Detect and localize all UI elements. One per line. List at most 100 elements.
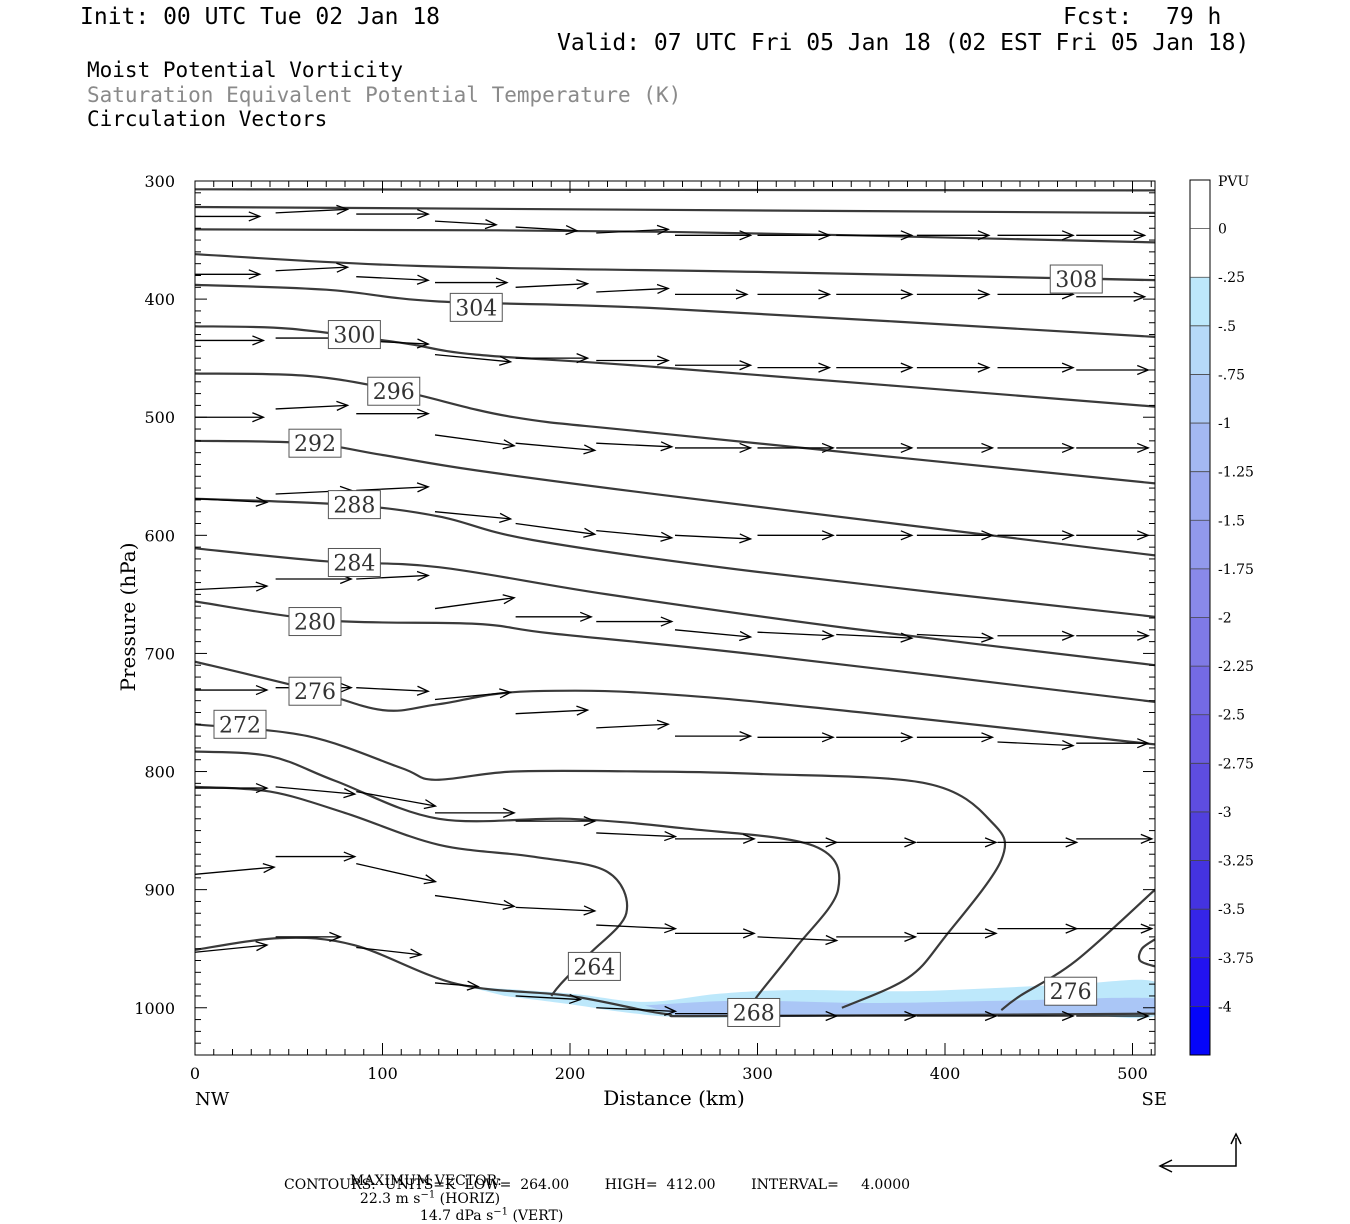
y-tick-label: 1000 <box>134 999 175 1018</box>
x-tick-label: 100 <box>367 1064 398 1083</box>
circulation-vector <box>836 230 914 241</box>
theta-es-contours <box>195 188 1155 1018</box>
circulation-vector <box>515 522 597 538</box>
colorbar-level-label: 0 <box>1218 222 1227 238</box>
x-tick-label: 400 <box>930 1064 961 1083</box>
colorbar-segment <box>1190 180 1210 230</box>
colorbar-segment <box>1190 714 1210 764</box>
colorbar-level-label: -2 <box>1218 611 1232 627</box>
colorbar-segment <box>1190 811 1210 862</box>
circulation-vector <box>836 732 914 743</box>
contour-line <box>195 547 1155 667</box>
contour-label: 280 <box>294 611 336 636</box>
circulation-vector <box>515 353 590 364</box>
circulation-vector <box>916 632 995 643</box>
circulation-vector <box>275 786 357 799</box>
x-right-end-label: SE <box>1142 1089 1167 1110</box>
contour-line <box>195 253 1155 282</box>
colorbar-level-label: -.25 <box>1218 270 1245 286</box>
circulation-vector <box>997 362 1075 373</box>
circulation-vector <box>675 833 756 844</box>
circulation-vector <box>515 905 597 916</box>
field-title-pv: Moist Potential Vorticity <box>87 58 404 82</box>
circulation-vector <box>836 1010 918 1022</box>
circulation-vector <box>1076 530 1150 541</box>
contour-line <box>1000 888 1155 1011</box>
circulation-vector <box>836 530 914 541</box>
circulation-vector <box>596 441 674 452</box>
x-tick-label: 0 <box>190 1064 200 1083</box>
circulation-vector <box>757 837 839 848</box>
colorbar-level-label: -2.5 <box>1218 708 1245 724</box>
circulation-vector <box>515 279 590 290</box>
circulation-vector <box>596 1005 678 1016</box>
colorbar-segment <box>1190 374 1210 424</box>
init-time: Init: 00 UTC Tue 02 Jan 18 <box>80 4 441 30</box>
contour-label: 276 <box>294 680 336 705</box>
x-tick-label: 300 <box>742 1064 773 1083</box>
circulation-vector <box>275 262 350 273</box>
circulation-vector <box>916 530 995 541</box>
contour-labels: 308 304 300 296 292 288 284 280 276 272 268 264 276 <box>213 264 1103 1027</box>
circulation-vector <box>596 719 670 730</box>
circulation-vector <box>195 496 269 507</box>
reference-vector <box>1158 1132 1242 1173</box>
colorbar-segment <box>1190 666 1210 716</box>
y-tick-label: 900 <box>144 881 175 900</box>
circulation-vector <box>195 269 262 280</box>
colorbar-segment <box>1190 1006 1210 1056</box>
contour-label-box <box>367 376 421 406</box>
circulation-vector <box>757 732 835 743</box>
colorbar-level-label: -.75 <box>1218 367 1245 383</box>
contour-line <box>195 723 1007 1009</box>
circulation-vector <box>195 862 276 875</box>
colorbar-segment <box>1190 471 1210 521</box>
circulation-vector <box>596 529 674 542</box>
y-axis-label: Pressure (hPa) <box>116 543 140 692</box>
colorbar-segment <box>1190 568 1210 618</box>
circulation-vector <box>675 928 756 939</box>
circulation-vector <box>356 685 430 696</box>
circulation-vector <box>434 434 516 450</box>
circulation-vector <box>997 630 1075 641</box>
circulation-vector <box>916 362 991 373</box>
circulation-vector <box>596 283 670 295</box>
y-tick-label: 800 <box>144 763 175 782</box>
contour-label-box <box>327 490 381 520</box>
circulation-vector <box>356 946 423 959</box>
contour-label: 276 <box>1050 980 1092 1005</box>
circulation-vector <box>997 923 1079 934</box>
circulation-vector <box>434 219 498 230</box>
contour-label-box <box>567 951 621 981</box>
circulation-vector <box>195 581 269 592</box>
contour-line <box>195 188 1155 192</box>
contour-label: 264 <box>573 955 615 980</box>
colorbar-segment <box>1190 957 1210 1007</box>
colorbar-level-label: -3 <box>1218 805 1232 821</box>
circulation-vector <box>836 362 914 373</box>
circulation-vector <box>434 688 513 701</box>
contour-label: 296 <box>373 380 415 405</box>
contour-label-box <box>288 428 342 458</box>
contour-label: 272 <box>219 713 261 738</box>
colorbar-level-label: -4 <box>1218 999 1232 1015</box>
circulation-vector <box>356 790 438 810</box>
circulation-vector <box>836 442 914 454</box>
contour-line <box>1137 938 1155 968</box>
circulation-vector <box>356 482 430 493</box>
max-vector-horiz: 22.3 m s−1 (HORIZ) <box>359 1189 501 1207</box>
circulation-vector <box>596 355 670 366</box>
contour-label: 284 <box>333 551 375 576</box>
circulation-vector <box>195 684 269 696</box>
contour-line <box>195 283 1155 338</box>
circulation-vector <box>1076 738 1150 749</box>
colorbar-level-label: -2.75 <box>1218 756 1254 772</box>
circulation-vector <box>275 931 343 942</box>
circulation-vector <box>195 211 262 222</box>
circulation-vector <box>195 782 269 794</box>
circulation-vector <box>515 442 597 455</box>
circulation-vector <box>1076 833 1154 844</box>
colorbar-segment <box>1190 763 1210 813</box>
circulation-vector <box>356 863 438 885</box>
y-tick-label: 500 <box>144 408 175 427</box>
